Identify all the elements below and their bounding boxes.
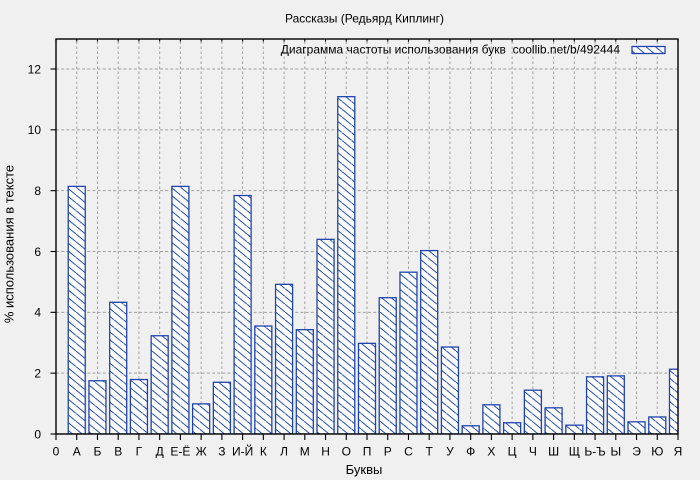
svg-text:Ц: Ц — [508, 445, 517, 459]
svg-text:А: А — [73, 445, 81, 459]
svg-text:6: 6 — [34, 245, 41, 259]
svg-text:Ч: Ч — [529, 445, 537, 459]
svg-text:М: М — [300, 445, 310, 459]
svg-text:В: В — [114, 445, 122, 459]
svg-text:Н: Н — [321, 445, 330, 459]
svg-text:Я: Я — [674, 445, 683, 459]
svg-text:П: П — [363, 445, 372, 459]
svg-text:0: 0 — [53, 445, 60, 459]
svg-text:0: 0 — [34, 427, 41, 441]
svg-text:И-Й: И-Й — [232, 444, 253, 459]
svg-text:О: О — [342, 445, 351, 459]
svg-text:Б: Б — [94, 445, 102, 459]
svg-text:8: 8 — [34, 184, 41, 198]
svg-text:З: З — [218, 445, 225, 459]
svg-text:У: У — [446, 445, 454, 459]
svg-text:10: 10 — [28, 123, 42, 137]
svg-text:Р: Р — [384, 445, 392, 459]
svg-text:Щ: Щ — [569, 445, 580, 459]
svg-text:Л: Л — [280, 445, 288, 459]
svg-text:К: К — [260, 445, 267, 459]
svg-text:Ж: Ж — [196, 445, 207, 459]
svg-text:Буквы: Буквы — [346, 462, 383, 477]
svg-text:Г: Г — [136, 445, 143, 459]
svg-text:С: С — [404, 445, 413, 459]
svg-text:Д: Д — [156, 445, 164, 459]
svg-text:Ь-Ъ: Ь-Ъ — [584, 445, 605, 459]
svg-text:Диаграмма частоты использовани: Диаграмма частоты использования букв coo… — [281, 43, 621, 57]
svg-text:Ш: Ш — [548, 445, 559, 459]
svg-text:Ф: Ф — [466, 445, 475, 459]
svg-text:% использования в тексте: % использования в тексте — [2, 165, 17, 323]
svg-text:Э: Э — [632, 445, 641, 459]
svg-text:12: 12 — [28, 62, 42, 76]
svg-text:Х: Х — [487, 445, 495, 459]
svg-text:Е-Ё: Е-Ё — [170, 445, 190, 459]
svg-text:Рассказы (Редьярд Киплинг): Рассказы (Редьярд Киплинг) — [285, 12, 444, 26]
svg-text:Ы: Ы — [610, 445, 621, 459]
svg-text:2: 2 — [34, 366, 41, 380]
svg-text:4: 4 — [34, 306, 41, 320]
svg-text:Т: Т — [426, 445, 434, 459]
svg-text:Ю: Ю — [651, 445, 663, 459]
